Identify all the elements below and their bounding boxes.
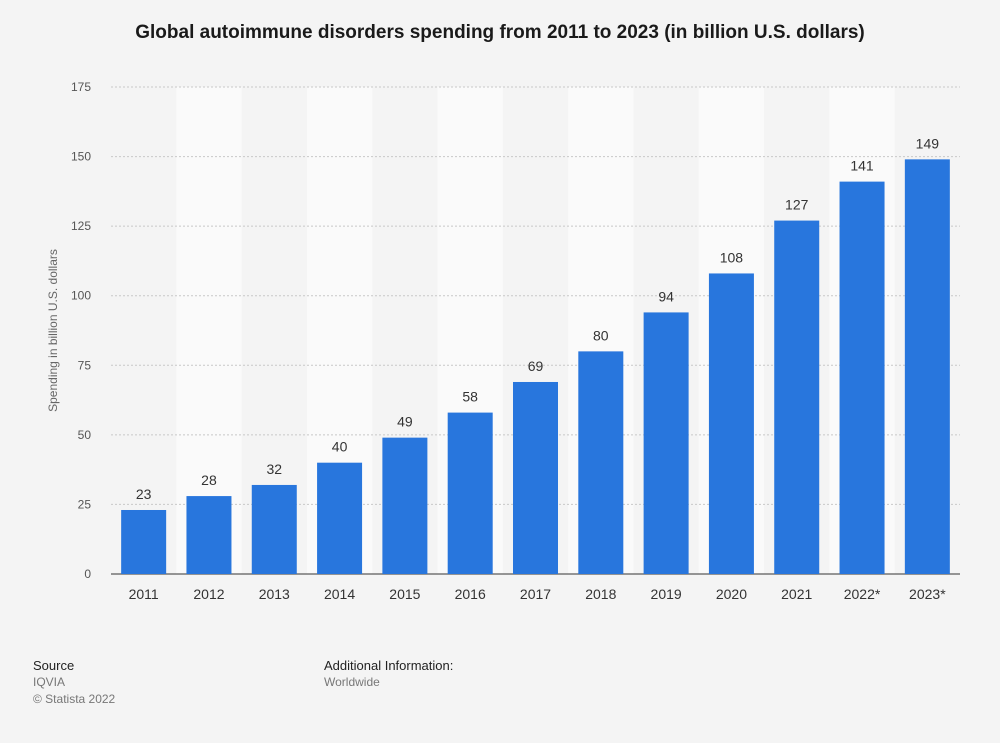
bar [121, 509, 167, 574]
data-label: 40 [332, 439, 348, 455]
y-tick-label: 150 [71, 150, 91, 164]
bar-chart: 0 25 50 75 100 125 150 175 23 2011 28 2012 32 2013 40 2… [46, 80, 960, 602]
data-label: 127 [785, 197, 809, 213]
bar [317, 462, 363, 574]
bar [578, 351, 624, 574]
data-label: 141 [850, 158, 874, 174]
additional-info-block: Additional Information: Worldwide [324, 657, 453, 691]
data-label: 108 [720, 249, 744, 265]
source-label: Source [33, 658, 75, 673]
bar [774, 220, 820, 574]
column-band [176, 87, 242, 574]
data-label: 23 [136, 486, 152, 502]
data-label: 58 [462, 389, 478, 405]
y-tick-label: 75 [78, 358, 92, 372]
y-axis-title: Spending in billion U.S. dollars [46, 249, 60, 412]
data-label: 69 [528, 358, 544, 374]
data-label: 49 [397, 414, 413, 430]
x-tick-label: 2012 [193, 586, 224, 602]
x-tick-label: 2011 [129, 586, 159, 602]
bar [904, 159, 950, 574]
y-tick-label: 100 [71, 289, 91, 303]
bar [251, 484, 297, 574]
x-tick-label: 2013 [259, 586, 290, 602]
y-tick-label: 125 [71, 219, 91, 233]
y-tick-label: 0 [84, 567, 91, 581]
bar [708, 273, 754, 574]
source-value: IQVIA [33, 675, 66, 689]
x-tick-label: 2018 [585, 586, 616, 602]
x-tick-label: 2021 [781, 586, 812, 602]
bar [186, 496, 232, 574]
bar [382, 437, 428, 574]
source-block: Source IQVIA © Statista 2022 [33, 657, 115, 708]
data-label: 94 [658, 288, 674, 304]
x-tick-label: 2023* [909, 586, 946, 602]
data-label: 32 [266, 461, 282, 477]
y-tick-label: 175 [71, 80, 91, 94]
bar [643, 312, 689, 574]
additional-info-label: Additional Information: [324, 658, 454, 673]
bar [839, 181, 885, 575]
bar [447, 412, 493, 574]
data-label: 149 [916, 135, 940, 151]
x-tick-label: 2022* [844, 586, 881, 602]
additional-info-value: Worldwide [324, 675, 380, 689]
y-tick-label: 50 [78, 428, 92, 442]
x-tick-label: 2019 [651, 586, 682, 602]
data-label: 28 [201, 472, 217, 488]
y-tick-label: 25 [78, 497, 92, 511]
chart-title: Global autoimmune disorders spending fro… [135, 22, 865, 43]
copyright-text: © Statista 2022 [33, 692, 116, 706]
x-tick-label: 2020 [716, 586, 747, 602]
bar [513, 381, 558, 574]
x-tick-label: 2017 [520, 586, 551, 602]
x-tick-label: 2016 [455, 586, 486, 602]
x-tick-label: 2014 [324, 586, 355, 602]
data-label: 80 [593, 327, 609, 343]
x-tick-label: 2015 [389, 586, 420, 602]
